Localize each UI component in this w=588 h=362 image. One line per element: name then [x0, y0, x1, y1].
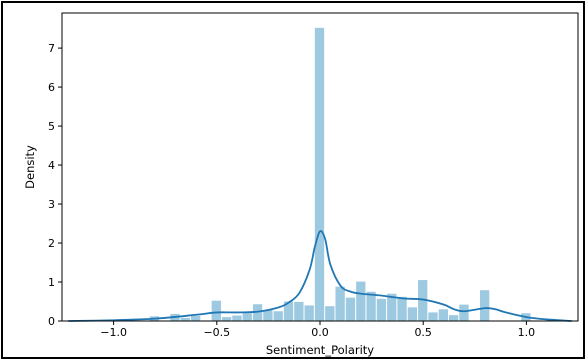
- histogram-bar: [479, 290, 490, 321]
- kde-curve: [68, 230, 572, 322]
- histogram-bar: [438, 309, 448, 321]
- histogram-bar: [428, 312, 438, 321]
- histogram-bar: [366, 291, 376, 321]
- y-axis-ticks: 0 1 2 3 4 5 6 7: [48, 42, 62, 328]
- histogram-bar: [356, 281, 366, 321]
- y-tick-label: 2: [48, 237, 55, 250]
- histogram-bar: [191, 315, 201, 321]
- histogram-bar: [418, 280, 428, 321]
- histogram-bar: [335, 286, 345, 321]
- x-tick-label: 0.0: [311, 326, 329, 339]
- x-axis-label: Sentiment_Polarity: [266, 343, 374, 357]
- x-tick-label: −1.0: [100, 326, 127, 339]
- histogram-bar: [263, 310, 273, 321]
- histogram-bar: [345, 297, 356, 321]
- histogram-bar: [325, 306, 335, 321]
- y-tick-label: 1: [48, 276, 55, 289]
- histogram-bar: [273, 311, 283, 321]
- histogram-bar: [407, 307, 418, 321]
- histogram-bar: [232, 315, 242, 321]
- histogram-bar: [180, 317, 190, 321]
- y-tick-label: 0: [48, 315, 55, 328]
- histogram-bar: [304, 305, 314, 321]
- histogram-bar: [376, 298, 387, 321]
- y-tick-label: 6: [48, 81, 55, 94]
- histogram-bar: [211, 300, 221, 321]
- y-tick-label: 7: [48, 42, 55, 55]
- histogram-bar: [397, 296, 407, 321]
- histogram-bar: [387, 293, 397, 321]
- y-tick-label: 5: [48, 120, 55, 133]
- y-tick-label: 4: [48, 159, 55, 172]
- histogram-bar: [242, 313, 252, 321]
- y-tick-label: 3: [48, 198, 55, 211]
- histogram-bar: [314, 27, 325, 321]
- y-axis-label: Density: [23, 145, 37, 189]
- x-axis-ticks: −1.0 −0.5 0.0 0.5 1.0: [100, 321, 535, 339]
- histogram-bars: [149, 27, 531, 321]
- histogram-bar: [252, 304, 263, 321]
- histogram-bar: [294, 301, 304, 321]
- x-tick-label: −0.5: [203, 326, 230, 339]
- histogram-bar: [459, 304, 469, 321]
- x-tick-label: 0.5: [414, 326, 432, 339]
- histogram-bar: [283, 301, 294, 321]
- histogram-bar: [449, 315, 459, 321]
- histogram-bar: [221, 317, 232, 321]
- x-tick-label: 1.0: [518, 326, 536, 339]
